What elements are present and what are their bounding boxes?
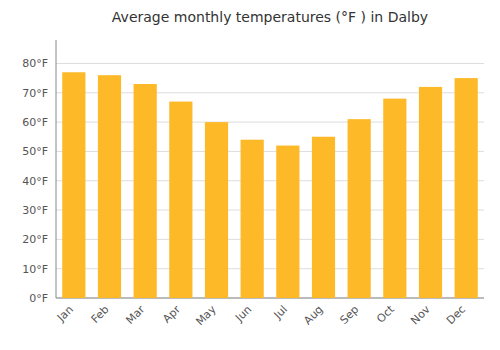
- bar: [419, 87, 442, 298]
- y-axis: 0°F 10°F 20°F 30°F 40°F 50°F 60°F 70°F 80°F: [22, 40, 56, 305]
- y-tick-label: 10°F: [22, 263, 48, 276]
- x-tick-label: Sep: [337, 303, 361, 327]
- x-tick-label: Nov: [408, 303, 433, 328]
- x-tick-label: Jun: [232, 303, 254, 325]
- y-tick-label: 0°F: [29, 292, 48, 305]
- x-tick-label: Feb: [89, 303, 112, 326]
- bar: [134, 84, 157, 298]
- chart-container: Average monthly temperatures (°F ) in Da…: [0, 0, 500, 350]
- bar: [348, 119, 371, 298]
- bar: [241, 140, 264, 298]
- y-tick-label: 50°F: [22, 145, 48, 158]
- x-tick-label: Jul: [271, 303, 290, 322]
- bar: [62, 72, 85, 298]
- bar: [169, 102, 192, 298]
- bar: [312, 137, 335, 298]
- x-tick-label: Mar: [123, 303, 147, 327]
- title: Average monthly temperatures (°F ) in Da…: [112, 9, 428, 25]
- grid: [56, 63, 484, 298]
- y-tick-label: 70°F: [22, 87, 48, 100]
- x-tick-label: May: [193, 303, 219, 329]
- x-tick-label: Apr: [160, 303, 183, 326]
- y-tick-label: 30°F: [22, 204, 48, 217]
- bar: [383, 99, 406, 298]
- bars: [62, 72, 478, 298]
- y-tick-label: 80°F: [22, 57, 48, 70]
- y-tick-label: 20°F: [22, 233, 48, 246]
- bar: [98, 75, 121, 298]
- bar: [455, 78, 478, 298]
- y-axis-line: [56, 40, 57, 298]
- bar: [276, 146, 299, 298]
- x-axis: Jan Feb Mar Apr May Jun Jul Aug Sep Oct Nov Dec: [54, 302, 468, 328]
- chart-svg: Average monthly temperatures (°F ) in Da…: [0, 0, 500, 350]
- y-tick-label: 60°F: [22, 116, 48, 129]
- x-tick-label: Dec: [444, 303, 468, 327]
- x-tick-label: Oct: [374, 302, 397, 325]
- x-tick-label: Jan: [54, 303, 76, 325]
- grid-line: [56, 63, 484, 64]
- y-tick-label: 40°F: [22, 175, 48, 188]
- x-tick-label: Aug: [301, 303, 325, 327]
- bar: [205, 122, 228, 298]
